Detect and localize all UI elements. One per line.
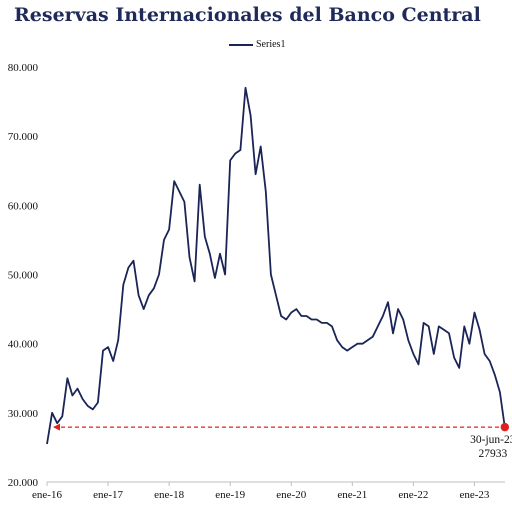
y-tick-label: 80.000 — [8, 62, 39, 74]
x-tick-label: ene-21 — [337, 489, 367, 501]
y-tick-label: 40.000 — [8, 339, 39, 351]
chart-plot-area — [46, 86, 506, 445]
x-tick-label: ene-19 — [215, 489, 245, 501]
y-tick-label: 70.000 — [8, 131, 39, 143]
reference-arrowhead — [53, 423, 60, 431]
last-value-marker — [500, 422, 510, 432]
annotation-value: 27933 — [478, 448, 507, 460]
x-tick-label: ene-20 — [276, 489, 306, 501]
series-line — [46, 86, 506, 445]
x-tick-label: ene-23 — [459, 489, 489, 501]
x-tick-label: ene-22 — [398, 489, 428, 501]
y-tick-label: 20.000 — [8, 477, 39, 489]
x-tick-label: ene-16 — [32, 489, 62, 501]
legend-label: Series1 — [256, 39, 286, 50]
chart-axes: 20.000 30.000 40.000 50.000 60.000 70.000 80.0… — [8, 62, 505, 501]
legend-swatch — [229, 43, 253, 46]
annotation-date: 30-jun-23 — [470, 434, 512, 446]
y-tick-label: 30.000 — [8, 408, 39, 420]
chart-title: Reservas Internacionales del Banco Centr… — [14, 4, 481, 26]
y-tick-label: 50.000 — [8, 270, 39, 282]
chart-annotations: 30-jun-23 27933 — [53, 422, 512, 460]
x-tick-label: ene-17 — [93, 489, 123, 501]
x-tick-label: ene-18 — [154, 489, 184, 501]
chart-legend: Series1 — [229, 39, 285, 50]
y-tick-label: 60.000 — [8, 200, 39, 212]
